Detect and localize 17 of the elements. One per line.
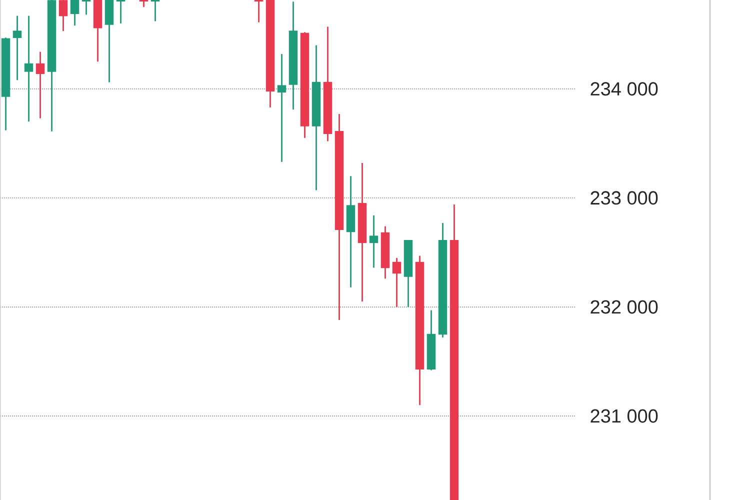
y-tick-label: 233 000: [590, 191, 658, 205]
candlestick: [116, 0, 126, 24]
candlestick: [254, 0, 264, 24]
y-tick-label: 234 000: [590, 82, 658, 96]
y-tick-label: 231 000: [590, 409, 658, 423]
candlestick: [369, 214, 378, 268]
candlestick: [70, 0, 80, 26]
candlestick: [150, 0, 160, 22]
y-tick-label: 232 000: [590, 300, 658, 314]
candlestick: [139, 0, 148, 8]
candlestick: [392, 257, 402, 308]
candlestick: [12, 15, 22, 81]
candlestick: [24, 15, 34, 122]
candlestick: [277, 53, 286, 163]
candlestick: [82, 0, 91, 16]
candlestick: [58, 0, 68, 32]
candlestick: [36, 51, 45, 120]
